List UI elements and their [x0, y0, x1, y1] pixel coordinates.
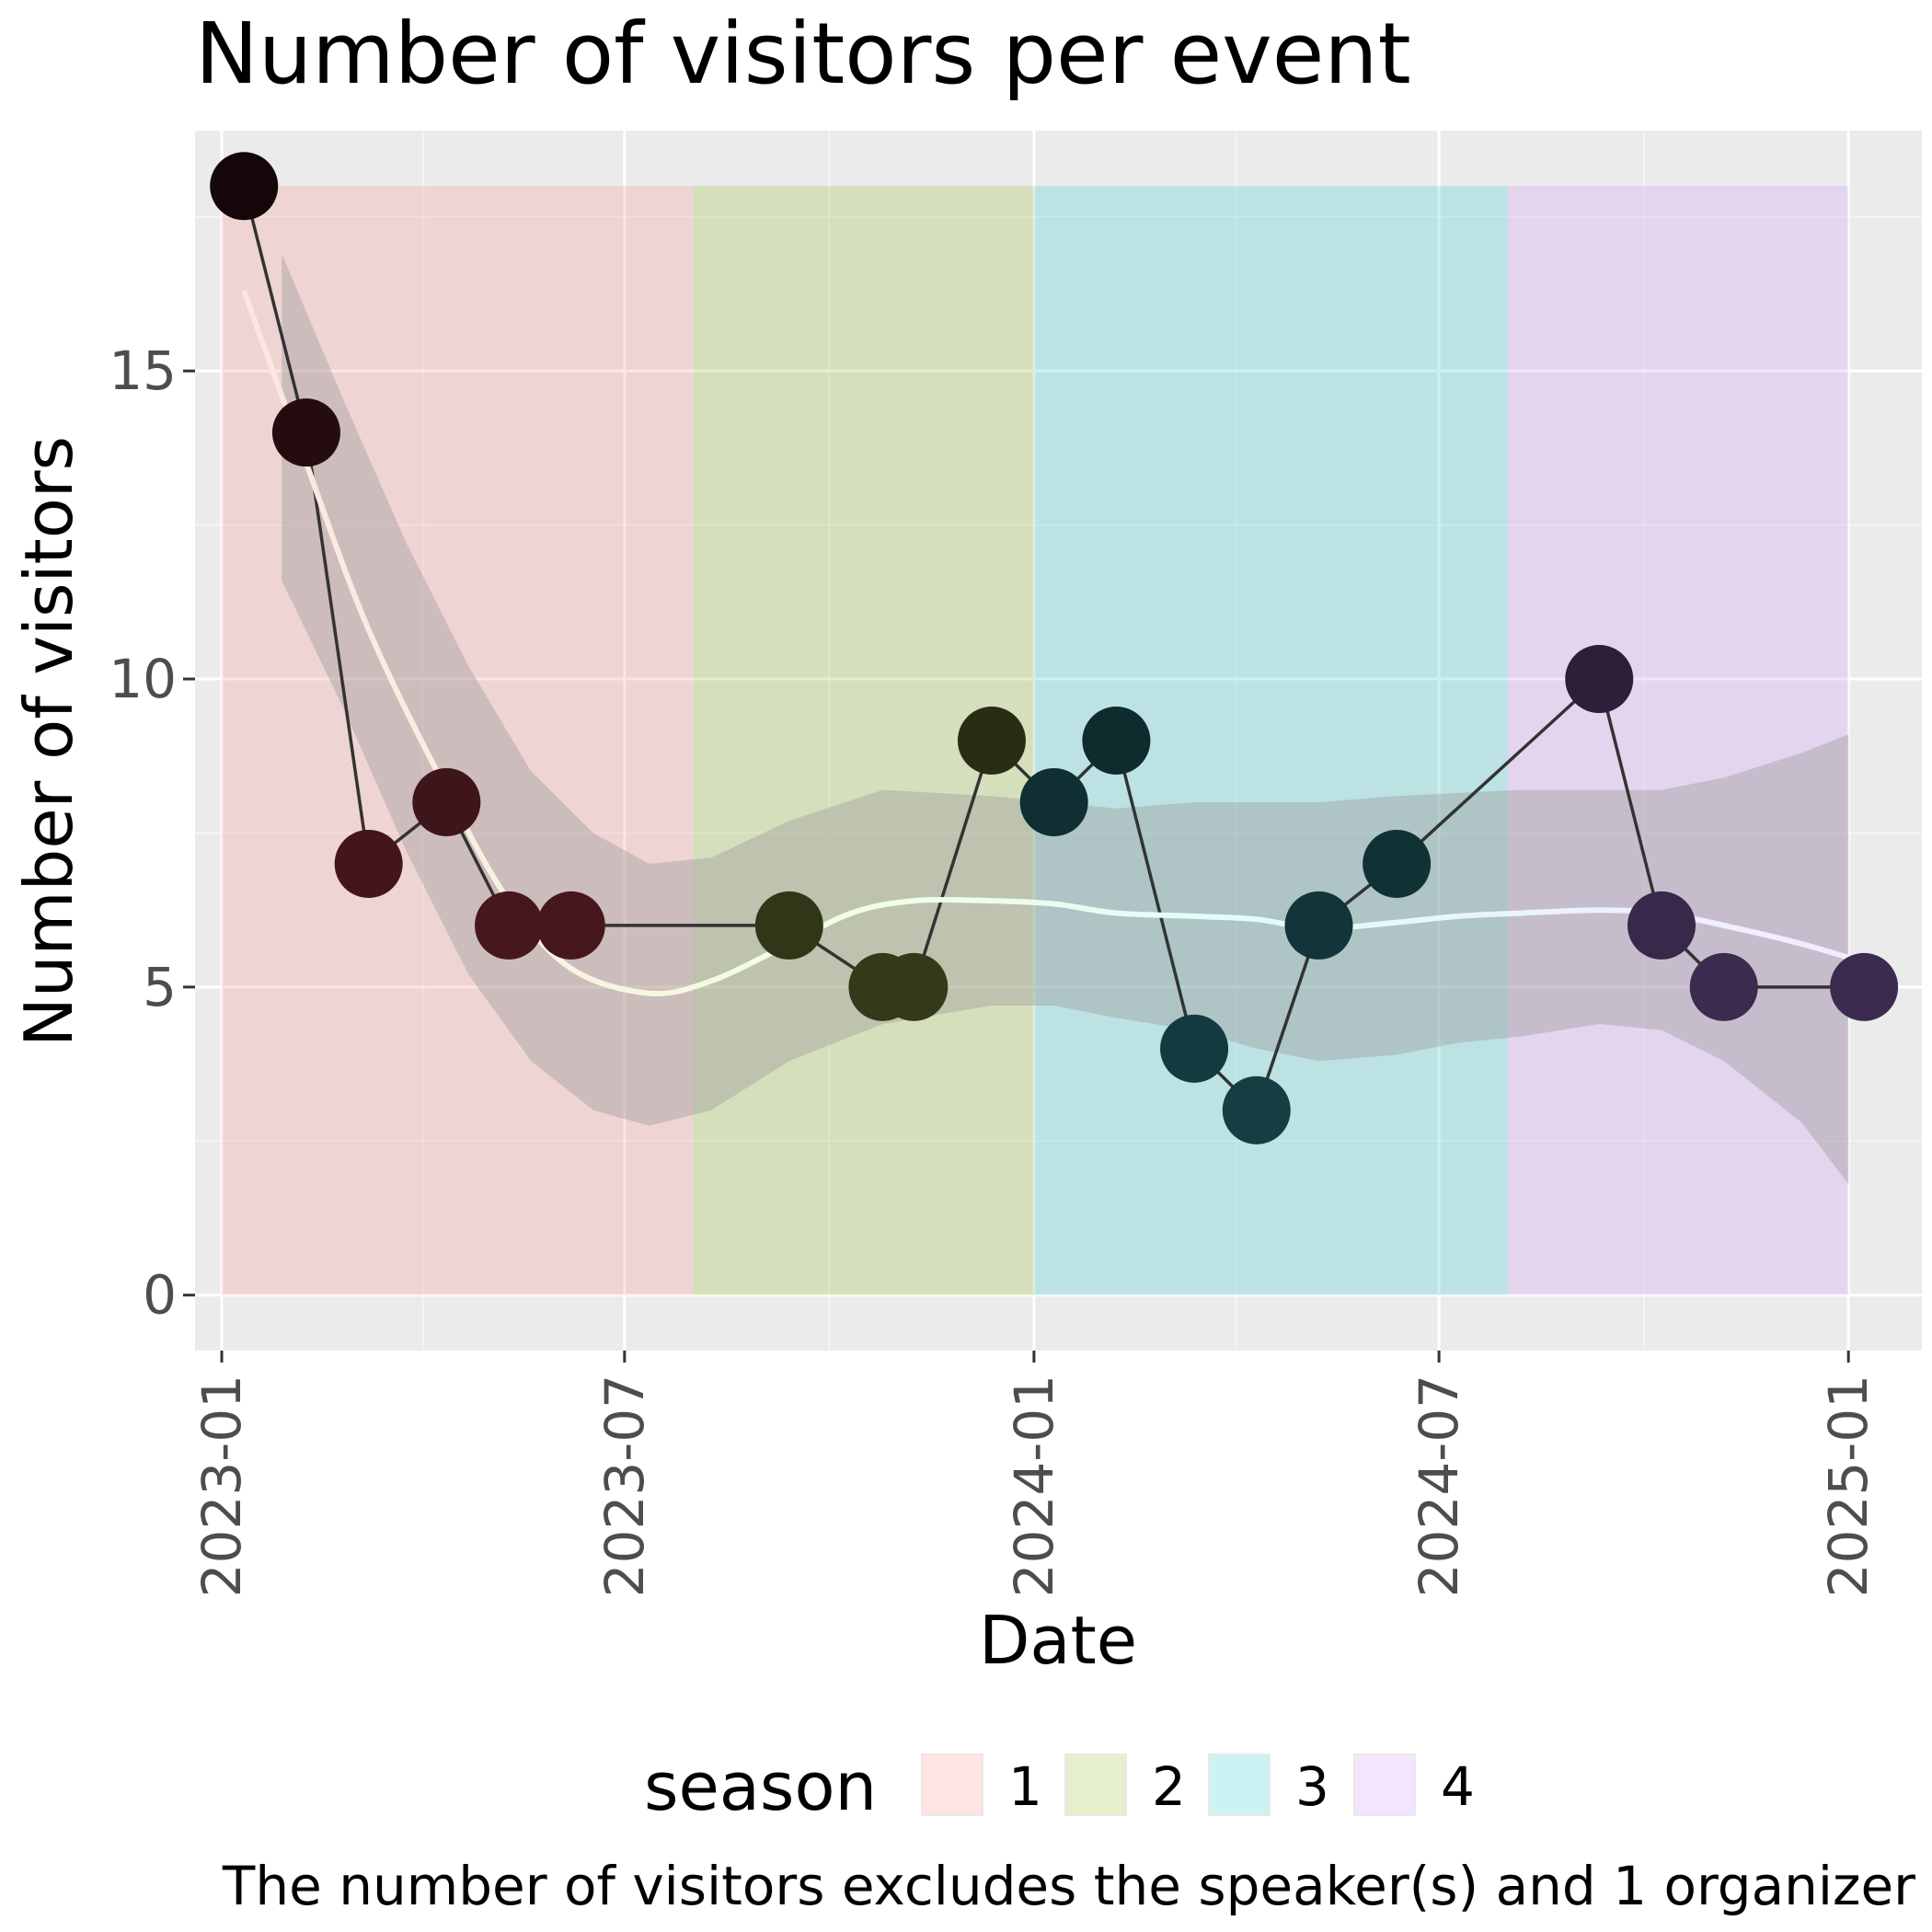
legend-item-4: 4	[1352, 1753, 1475, 1818]
data-point	[1082, 707, 1151, 775]
data-point	[1830, 952, 1899, 1021]
data-point	[1284, 891, 1353, 960]
x-tick-label: 2024-07	[1408, 1374, 1470, 1597]
legend: season 1 2 3 4	[644, 1748, 1475, 1825]
legend-key-swatch	[1208, 1754, 1271, 1816]
x-tick-label: 2023-01	[190, 1374, 253, 1597]
data-point	[271, 398, 340, 467]
legend-key-label: 2	[1152, 1755, 1186, 1818]
season-band-4	[1508, 186, 1849, 1295]
y-tick-label: 15	[109, 339, 177, 402]
x-axis: 2023-01 2023-07 2024-01 2024-07 2025-01	[190, 1351, 1880, 1597]
data-point	[412, 767, 481, 836]
legend-key-label: 3	[1295, 1755, 1329, 1818]
y-axis: 0 5 10 15	[109, 339, 195, 1327]
legend-item-1: 1	[920, 1753, 1042, 1818]
x-tick-label: 2023-07	[593, 1374, 656, 1597]
chart-title: Number of visitors per event	[195, 5, 1411, 103]
smooth-confidence-band	[282, 253, 1849, 1185]
y-tick-label: 10	[109, 648, 177, 710]
data-point	[334, 829, 403, 898]
x-tick-label: 2025-01	[1817, 1374, 1880, 1597]
data-point	[1627, 891, 1696, 960]
data-point	[475, 891, 544, 960]
season-bands	[222, 186, 1849, 1295]
data-point	[536, 891, 605, 960]
legend-key-swatch	[921, 1754, 983, 1816]
chart-caption: The number of visitors excludes the spea…	[222, 1855, 1915, 1917]
data-point	[1019, 767, 1088, 836]
legend-title: season	[644, 1748, 877, 1825]
data-point	[1222, 1075, 1291, 1144]
y-tick-label: 5	[143, 956, 177, 1018]
y-axis-label: Number of visitors	[10, 436, 87, 1047]
legend-key-label: 1	[1008, 1755, 1042, 1818]
data-point	[1565, 645, 1634, 714]
data-point	[957, 707, 1026, 775]
legend-item-3: 3	[1207, 1753, 1329, 1818]
legend-key-background	[920, 1753, 984, 1817]
plot-panel	[195, 131, 1922, 1351]
legend-item-2: 2	[1064, 1753, 1186, 1818]
legend-key-label: 4	[1441, 1755, 1475, 1818]
season-band-1	[222, 186, 694, 1295]
major-gridlines	[195, 131, 1922, 1351]
data-point	[1363, 829, 1432, 898]
legend-key-background	[1064, 1753, 1128, 1817]
legend-key-swatch	[1064, 1754, 1127, 1816]
data-point	[210, 152, 279, 221]
x-tick-label: 2024-01	[1003, 1374, 1065, 1597]
legend-key-background	[1352, 1753, 1417, 1817]
data-point	[1689, 952, 1758, 1021]
data-point	[754, 891, 823, 960]
x-axis-label: Date	[979, 1602, 1137, 1679]
legend-key-background	[1207, 1753, 1271, 1817]
confidence-band-area	[282, 253, 1849, 1185]
data-point	[880, 952, 949, 1021]
y-tick-label: 0	[143, 1264, 177, 1327]
data-points	[210, 152, 1899, 1144]
data-point	[1160, 1014, 1229, 1083]
legend-key-swatch	[1353, 1754, 1416, 1816]
